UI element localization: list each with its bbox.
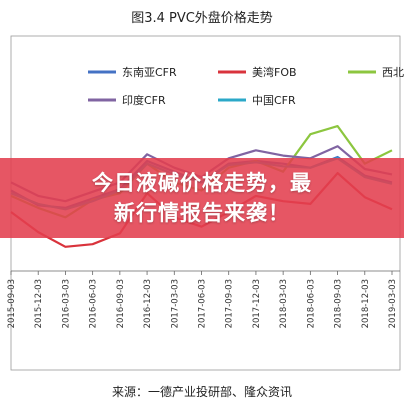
x-tick-label: 2016-06-03 (89, 279, 99, 328)
x-tick-label: 2017-09-03 (225, 279, 235, 328)
x-tick-label: 2018-06-03 (306, 279, 316, 328)
figure-title: 图3.4 PVC外盘价格走势 (131, 11, 273, 26)
headline-line-1: 今日液碱价格走势，最 (92, 171, 312, 195)
x-tick-label: 2015-12-03 (34, 279, 44, 328)
legend-label-4: 中国CFR (252, 94, 296, 107)
headline-line-2: 新行情报告来袭！ (114, 201, 290, 225)
x-tick-label: 2015-09-03 (7, 279, 17, 328)
legend-label-1: 美湾FOB (252, 65, 297, 79)
x-tick-label: 2019-03-03 (388, 279, 398, 328)
x-tick-label: 2016-12-03 (143, 279, 153, 328)
x-tick-label: 2017-06-03 (198, 279, 208, 328)
x-tick-label: 2018-12-03 (361, 279, 371, 328)
x-ticks: 2015-09-03 2015-12-03 2016-03-03 2016-06-03… (7, 271, 398, 328)
x-tick-label: 2018-09-03 (334, 279, 344, 328)
x-tick-label: 2018-03-03 (279, 279, 289, 328)
headline-banner[interactable]: 今日液碱价格走势，最 新行情报告来袭！ (0, 158, 404, 238)
legend-label-0: 东南亚CFR (122, 66, 177, 79)
source-caption: 来源：一德产业投研部、隆众资讯 (111, 385, 292, 399)
x-tick-label: 2017-03-03 (170, 279, 180, 328)
legend-label-2: 西北 (382, 66, 404, 79)
legend-label-3: 印度CFR (122, 93, 166, 107)
x-tick-label: 2016-09-03 (116, 279, 126, 328)
x-tick-label: 2016-03-03 (61, 279, 71, 328)
x-tick-label: 2017-12-03 (252, 279, 262, 328)
